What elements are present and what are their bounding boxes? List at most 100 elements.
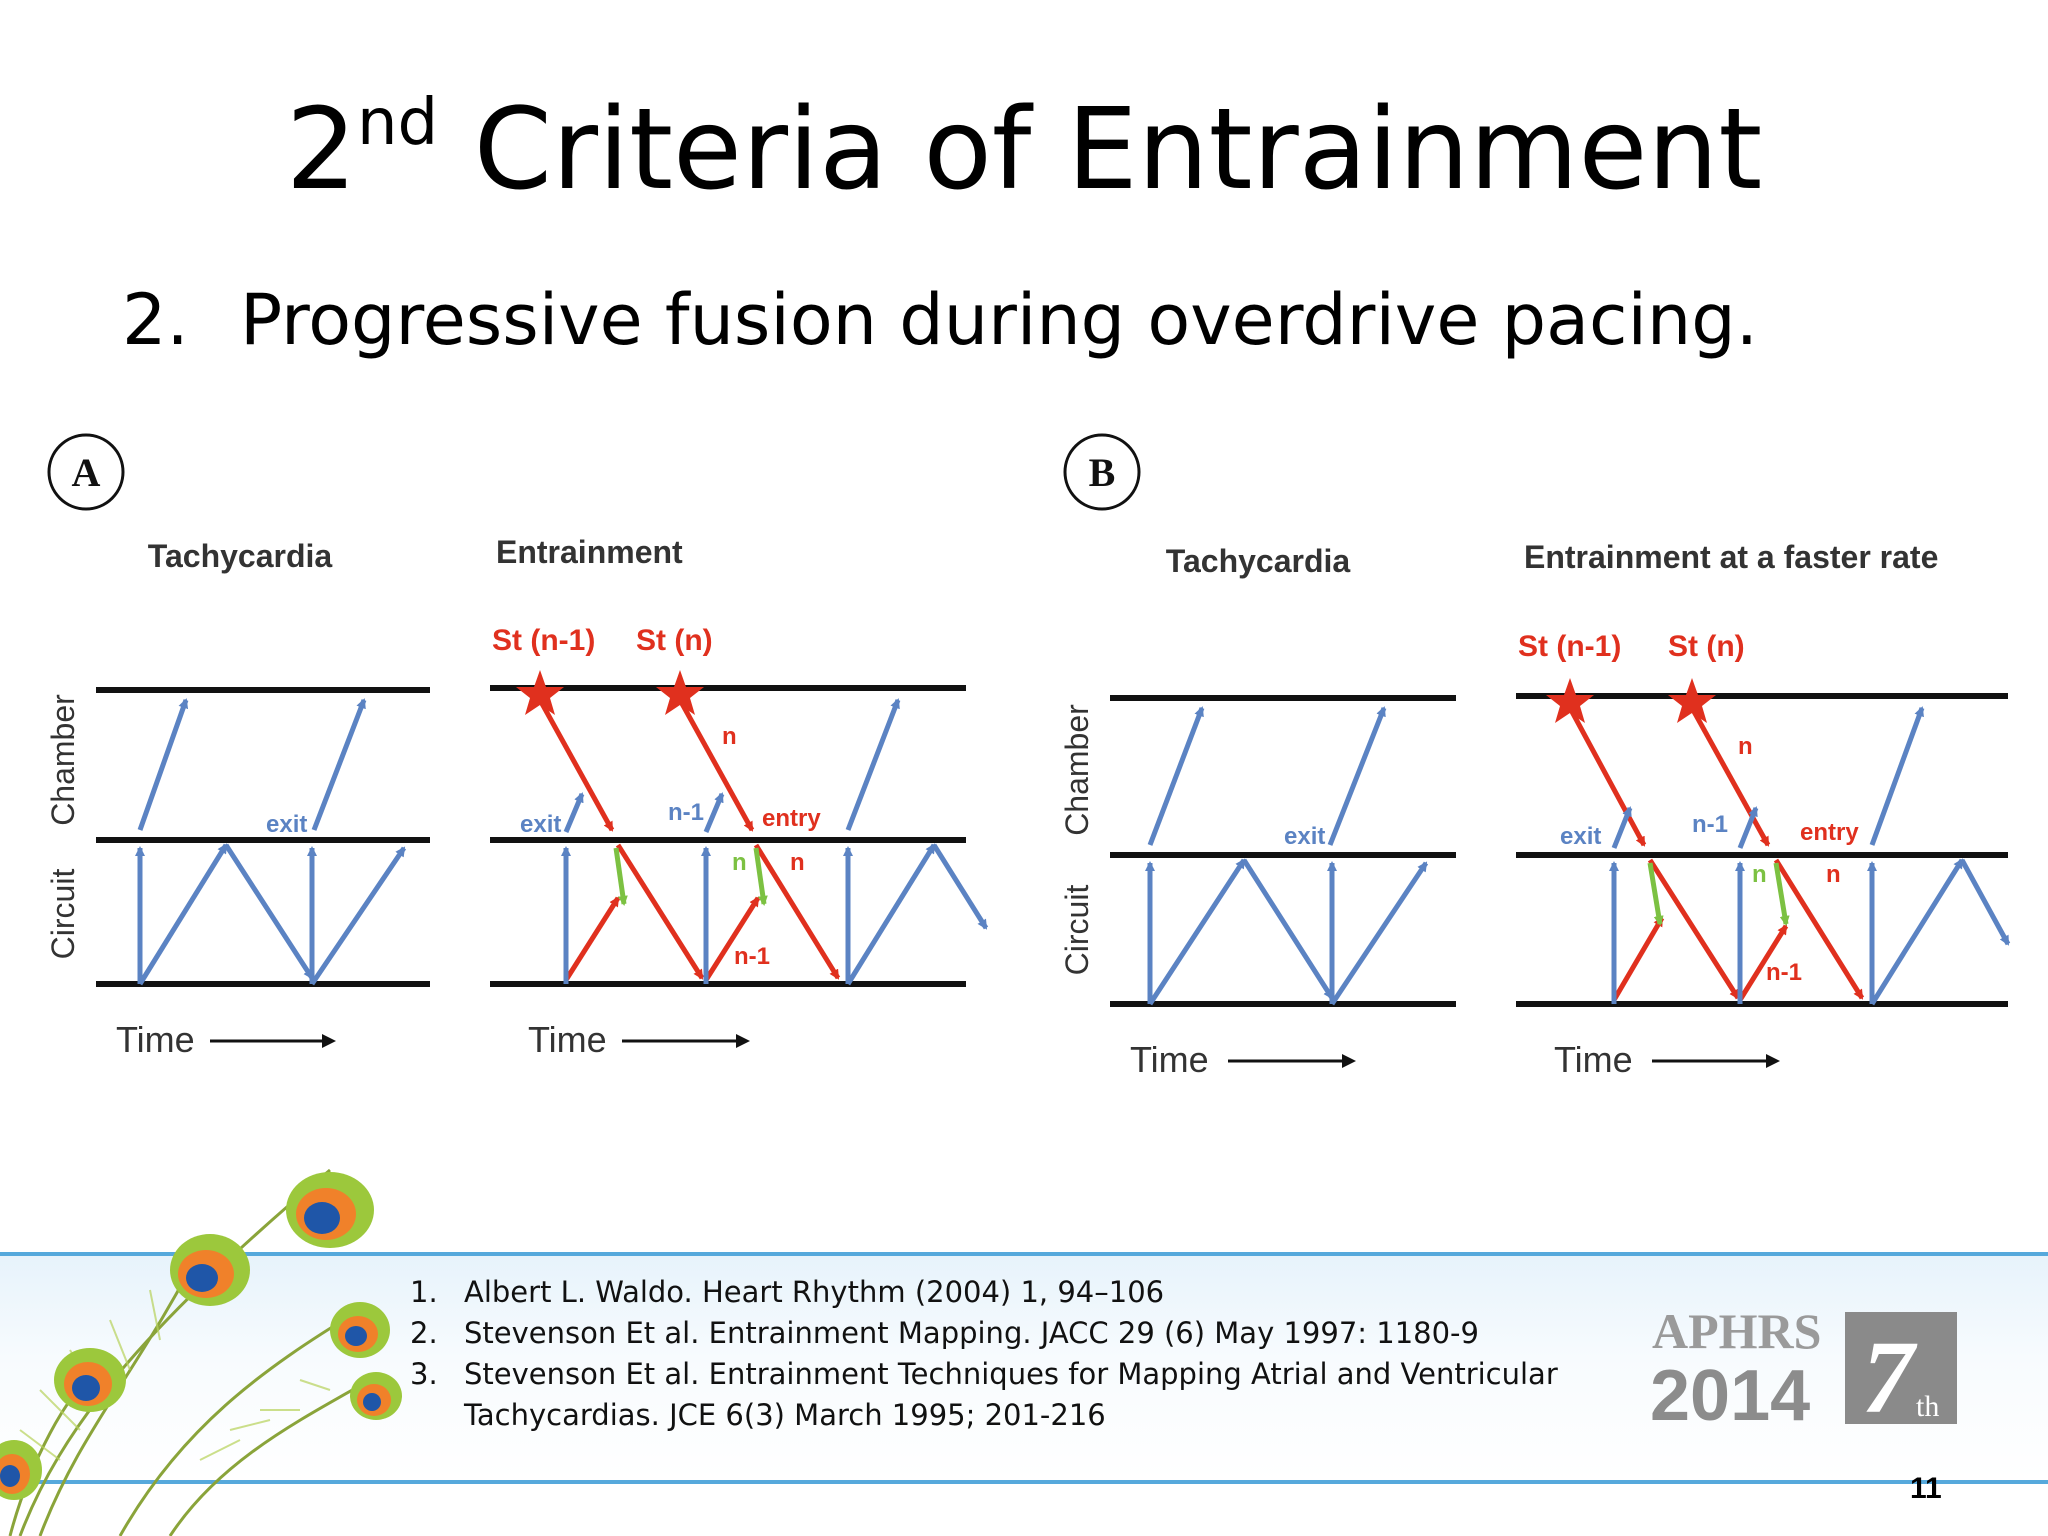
blue-arrow [703,792,725,833]
logo-edition-box [1845,1312,1957,1424]
red-arrow [677,698,755,832]
feather-eye [170,1234,250,1306]
panel-a-entrainment: Entrainment St (n-1) St (n) [490,534,989,1060]
n-label: n [1752,861,1767,888]
blue-arrow [311,698,367,831]
logo-edition-suffix: th [1916,1390,1939,1423]
chamber-label: Chamber [1059,704,1095,836]
feather-eye [0,1440,42,1500]
stimulus-star [1546,678,1594,723]
time-label: Time [1130,1039,1209,1080]
panel-a-tachycardia-title: Tachycardia [148,538,333,574]
red-arrow [1689,706,1771,847]
feather-stem [118,1308,361,1536]
reference-item: 1. Albert L. Waldo. Heart Rhythm (2004) 1… [410,1272,1560,1313]
feather-eye [286,1172,374,1248]
logo-aphrs-text: APHRS [1652,1303,1821,1359]
feather-eye-core [0,1465,20,1487]
bullet-point: 2. Progressive fusion during overdrive pa… [122,278,1758,362]
stim-label: St (n) [1668,630,1745,663]
reference-number: 2. [410,1316,438,1350]
feather-eye-core [72,1375,100,1401]
red-arrow [1773,858,1865,1000]
panel-a-badge-circle [47,433,125,511]
red-arrow [1567,706,1647,847]
blue-arrow [137,843,229,986]
time-label: Time [116,1019,195,1060]
blue-arrow [1737,806,1759,849]
n-minus-1-label: n-1 [1766,959,1802,986]
feather-stem [168,1378,371,1536]
n-minus-1-label: n-1 [668,799,704,826]
red-arrow [1611,916,1665,1002]
panel-a: A Tachycardia Chamber Circuit exit Time [45,433,989,1060]
blue-arrow [137,698,189,831]
time-label: Time [528,1019,607,1060]
reference-number: 3. [410,1357,438,1391]
time-label: Time [1554,1039,1633,1080]
n-minus-1-label: n-1 [1692,811,1728,838]
stim-label: St (n) [636,624,713,657]
reference-text: Stevenson Et al. Entrainment Mapping. JA… [464,1316,1479,1350]
red-arrow [703,896,761,982]
stimulus-star [656,670,704,715]
slide-title: 2nd Criteria of Entrainment [0,80,2048,220]
n-minus-1-label: n-1 [734,943,770,970]
stim-label: St (n-1) [1518,630,1621,663]
exit-label: exit [266,811,307,838]
entry-label: entry [1800,819,1859,846]
red-arrow [615,843,705,980]
stim-label: St (n-1) [492,624,595,657]
red-arrow [1647,858,1741,1000]
feather-stem [18,1168,331,1536]
panel-b-tachycardia-title: Tachycardia [1166,543,1351,579]
page-number: 11 [1910,1472,1942,1505]
exit-label: exit [1284,823,1325,850]
bullet-text: Progressive fusion during overdrive paci… [240,279,1758,361]
footer-band [0,1252,2048,1484]
title-text: Criteria of Entrainment [438,85,1763,215]
panel-b-tachycardia: Tachycardia Chamber Circuit exit Time [1059,543,1456,1080]
feather-eye [54,1348,126,1412]
entry-label: entry [762,805,821,832]
blue-arrow [1147,858,1247,1006]
feather-eye-core [304,1202,340,1234]
peacock-feathers-decoration [0,1168,402,1536]
feather-barbs [199,1379,331,1461]
title-superscript: nd [356,86,439,160]
blue-arrow [1329,861,1429,1006]
title-number: 2 [285,85,357,215]
logo-edition-number: 7 [1862,1320,1918,1430]
green-arrow [613,847,628,906]
time-arrow-head [322,1034,336,1048]
reference-text: Stevenson Et al. Entrainment Techniques … [464,1357,1558,1432]
logo-year-text: 2014 [1650,1356,1810,1430]
circuit-label: Circuit [1059,885,1095,976]
feather-eye [330,1302,390,1358]
blue-arrow [1147,706,1205,846]
panel-a-tachycardia: Tachycardia Chamber Circuit exit Time [45,538,430,1060]
blue-arrow [931,843,989,930]
reference-number: 1. [410,1275,438,1309]
references-list: 1. Albert L. Waldo. Heart Rhythm (2004) 1… [410,1272,1560,1436]
n-label: n [1738,733,1753,760]
blue-arrow [1327,706,1387,846]
chamber-label: Chamber [45,694,81,826]
bullet-number: 2. [122,279,189,361]
panel-b-entrainment: Entrainment at a faster rate St (n-1) St… [1516,539,2011,1080]
time-arrow-head [1766,1054,1780,1068]
red-arrow [563,896,621,982]
red-arrow [753,843,841,980]
exit-label: exit [520,811,561,838]
blue-arrow [1959,858,2011,946]
green-arrow [753,847,768,906]
panel-a-badge: A [47,433,125,511]
panel-b-badge: B [1063,433,1141,511]
reference-item: 2. Stevenson Et al. Entrainment Mapping. … [410,1313,1560,1354]
aphrs-2014-logo: APHRS 2014 7 th [1650,1303,1957,1430]
panel-b: B Tachycardia Chamber Circuit exit Time [1059,433,2011,1080]
n-label: n [1826,861,1841,888]
n-label: n [790,849,805,876]
feather-eye [350,1372,402,1420]
green-arrow [1647,862,1664,926]
